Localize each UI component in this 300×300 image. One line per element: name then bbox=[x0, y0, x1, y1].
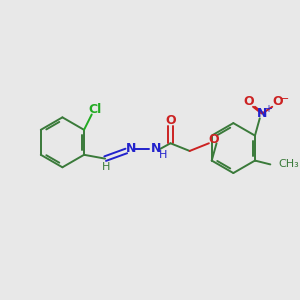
Text: CH₃: CH₃ bbox=[278, 159, 299, 170]
Text: O: O bbox=[165, 114, 176, 127]
Text: O: O bbox=[243, 95, 254, 109]
Text: Cl: Cl bbox=[88, 103, 101, 116]
Text: O: O bbox=[208, 133, 219, 146]
Text: N: N bbox=[126, 142, 136, 154]
Text: O: O bbox=[273, 95, 283, 109]
Text: +: + bbox=[264, 104, 272, 114]
Text: −: − bbox=[280, 94, 290, 104]
Text: N: N bbox=[151, 142, 161, 154]
Text: N: N bbox=[256, 107, 267, 120]
Text: H: H bbox=[159, 150, 167, 160]
Text: H: H bbox=[102, 162, 110, 172]
